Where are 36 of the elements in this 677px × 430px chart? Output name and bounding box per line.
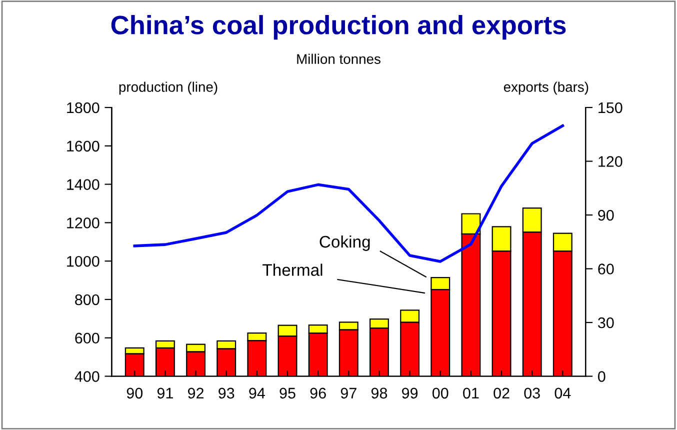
x-tick-label: 02 [494, 388, 510, 399]
x-tick-label: 97 [340, 388, 356, 399]
y-tick-label: 1800 [67, 102, 100, 114]
y2-tick-label: 150 [598, 102, 622, 114]
y2-tick-label: 0 [598, 371, 606, 382]
x-tick-label: 98 [371, 388, 388, 399]
y-tick-label: 600 [75, 332, 100, 344]
x-tick-label: 90 [126, 388, 143, 399]
chart-title: China’s coal production and exports [111, 15, 566, 40]
y-tick-label: 1000 [67, 256, 100, 267]
x-tick-label: 01 [463, 388, 479, 399]
y2-tick-label: 90 [598, 210, 614, 221]
y2-tick-label: 30 [598, 317, 614, 328]
y-tick-label: 400 [74, 371, 100, 382]
x-tick-label: 91 [157, 388, 173, 399]
annotation: Coking [320, 235, 370, 251]
y-axis-title: production (line) [119, 82, 218, 95]
x-tick-label: 92 [188, 388, 204, 399]
x-tick-label: 99 [402, 388, 418, 399]
x-tick-label: 00 [432, 388, 448, 399]
y-tick-label: 1200 [67, 218, 100, 228]
y2-tick-label: 60 [598, 264, 614, 274]
x-tick-label: 95 [280, 388, 296, 399]
x-tick-label: 03 [524, 388, 540, 399]
annotation: Thermal [262, 264, 322, 276]
x-tick-label: 93 [218, 388, 234, 399]
x-tick-label: 94 [249, 388, 265, 399]
y2-axis-title: exports (bars) [504, 82, 588, 95]
x-tick-label: 96 [310, 388, 326, 399]
x-tick-label: 04 [554, 388, 571, 399]
y2-tick-label: 120 [598, 156, 622, 167]
line-series [133, 124, 564, 263]
y-tick-label: 1600 [67, 140, 100, 152]
chart-subtitle: Million tonnes [297, 54, 380, 64]
y-tick-label: 1400 [67, 179, 100, 190]
y-tick-label: 800 [75, 294, 100, 306]
